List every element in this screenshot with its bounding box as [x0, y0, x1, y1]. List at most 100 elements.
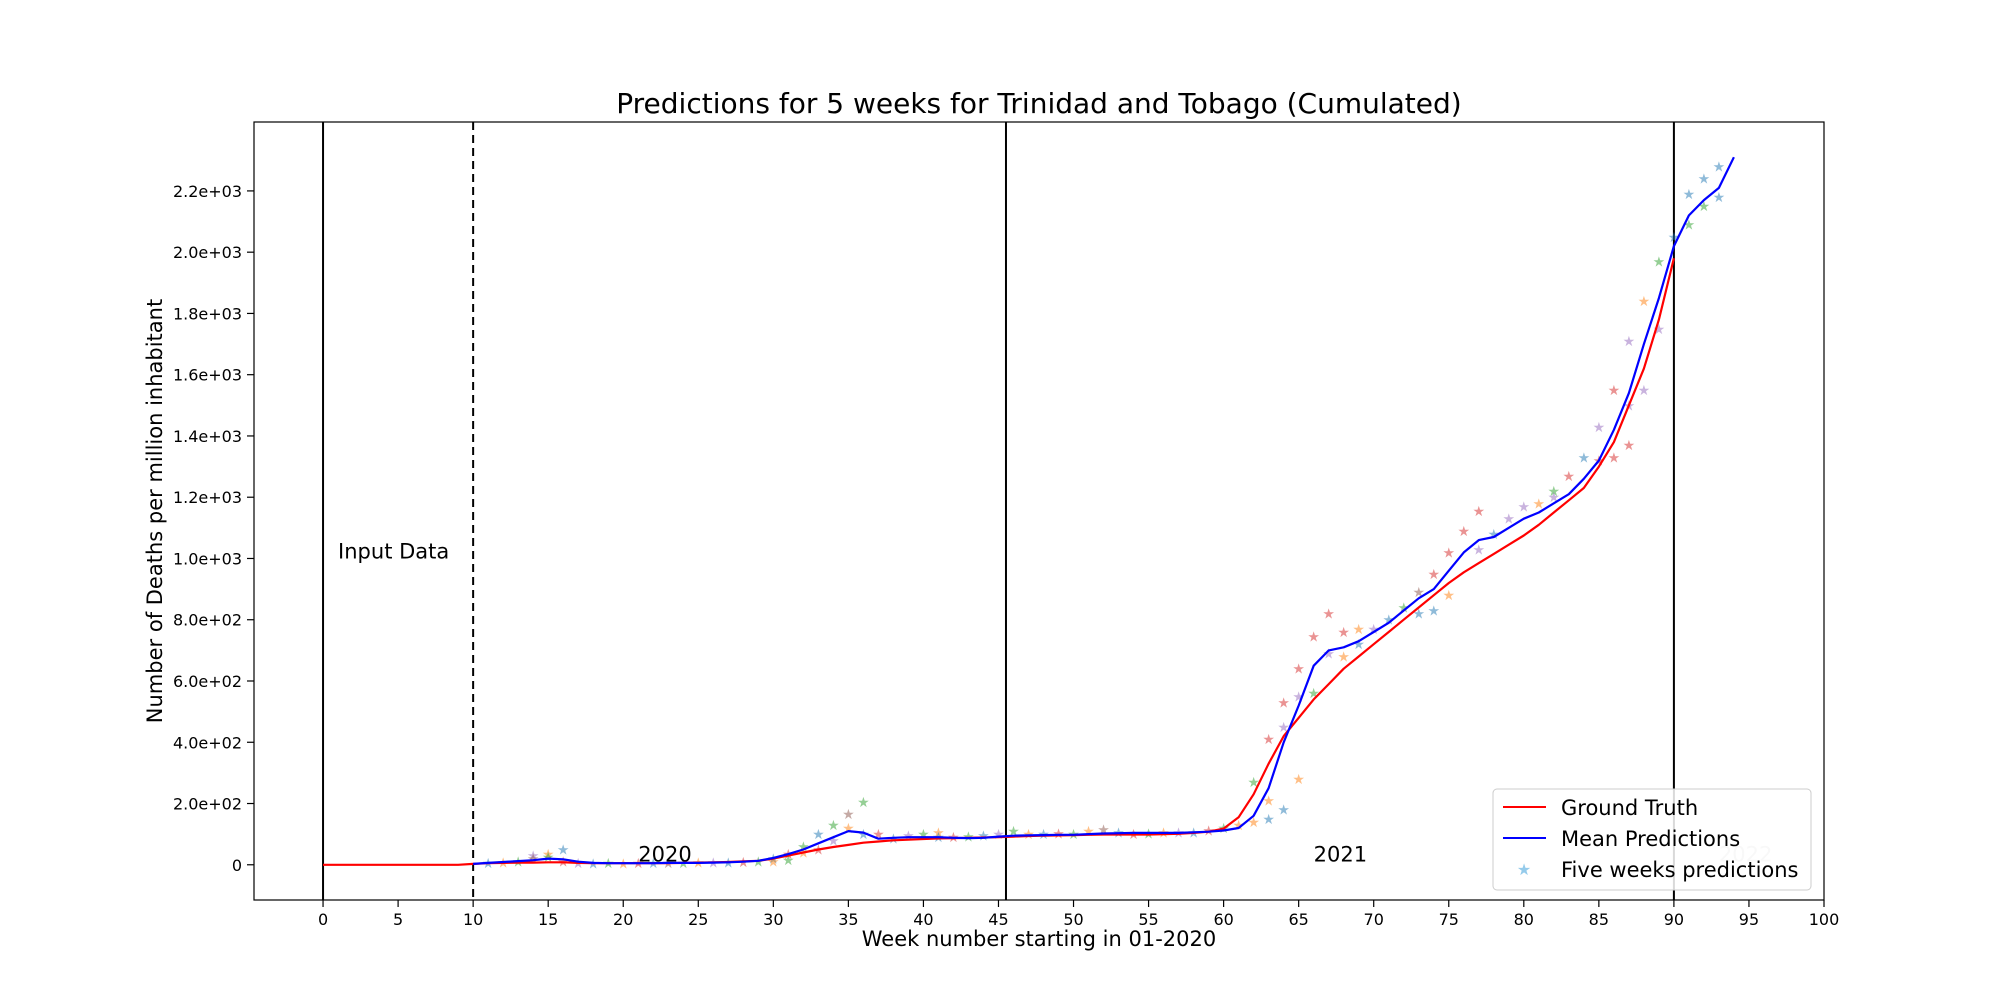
- y-tick-label: 0: [232, 856, 242, 875]
- y-tick-label: 1.4e+03: [173, 427, 242, 446]
- ground-truth-line: [323, 258, 1675, 866]
- five-weeks-prediction-point: ★: [842, 821, 855, 837]
- five-weeks-prediction-point: ★: [827, 818, 840, 834]
- plot-frame: [253, 121, 1825, 901]
- y-tick-label: 1.6e+03: [173, 366, 242, 385]
- y-tick-label: 8.0e+02: [173, 611, 242, 630]
- x-tick-label: 35: [838, 910, 858, 929]
- five-weeks-prediction-point: ★: [1412, 607, 1425, 623]
- five-weeks-prediction-point: ★: [827, 833, 840, 849]
- x-tick-label: 20: [613, 910, 633, 929]
- y-tick-label: 1.2e+03: [173, 488, 242, 507]
- five-weeks-prediction-point: ★: [1608, 450, 1621, 466]
- five-weeks-prediction-point: ★: [1292, 689, 1305, 705]
- x-axis-label: Week number starting in 01-2020: [862, 927, 1216, 951]
- five-weeks-prediction-point: ★: [1292, 772, 1305, 788]
- legend-ground-truth-label: Ground Truth: [1561, 796, 1698, 820]
- five-weeks-prediction-point: ★: [1442, 588, 1455, 604]
- y-axis-label: Number of Deaths per million inhabitant: [143, 299, 167, 723]
- five-weeks-prediction-point: ★: [1563, 469, 1576, 485]
- five-weeks-prediction-point: ★: [1713, 159, 1726, 175]
- x-tick-label: 30: [763, 910, 783, 929]
- x-tick-label: 65: [1288, 910, 1308, 929]
- five-weeks-prediction-point: ★: [1307, 630, 1320, 646]
- five-weeks-prediction-point: ★: [1533, 496, 1546, 512]
- five-weeks-prediction-point: ★: [1457, 524, 1470, 540]
- five-weeks-prediction-point: ★: [1472, 504, 1485, 520]
- five-weeks-prediction-point: ★: [1277, 803, 1290, 819]
- five-weeks-prediction-point: ★: [1608, 383, 1621, 399]
- five-weeks-prediction-point: ★: [1097, 823, 1110, 839]
- five-weeks-prediction-point: ★: [1337, 649, 1350, 665]
- five-weeks-prediction-point: ★: [1518, 499, 1531, 515]
- five-weeks-prediction-point: ★: [1352, 622, 1365, 638]
- x-tick-label: 60: [1213, 910, 1233, 929]
- five-weeks-prediction-point: ★: [1262, 793, 1275, 809]
- five-weeks-prediction-point: ★: [1638, 383, 1651, 399]
- five-weeks-prediction-point: ★: [1638, 294, 1651, 310]
- five-weeks-prediction-point: ★: [1472, 542, 1485, 558]
- five-weeks-prediction-point: ★: [1548, 484, 1561, 500]
- five-weeks-prediction-point: ★: [1247, 815, 1260, 831]
- chart-title: Predictions for 5 weeks for Trinidad and…: [616, 87, 1461, 120]
- five-weeks-prediction-point: ★: [617, 857, 630, 873]
- y-tick-label: 2.0e+03: [173, 243, 242, 262]
- five-weeks-prediction-point: ★: [842, 807, 855, 823]
- five-weeks-prediction-point: ★: [1352, 637, 1365, 653]
- five-weeks-prediction-point: ★: [917, 827, 930, 843]
- legend-mean-predictions-label: Mean Predictions: [1561, 827, 1740, 851]
- five-weeks-prediction-point: ★: [1593, 420, 1606, 436]
- y-tick-label: 6.0e+02: [173, 672, 242, 691]
- x-tick-label: 75: [1439, 910, 1459, 929]
- legend: Ground Truth Mean Predictions ★ Five wee…: [1492, 788, 1812, 891]
- five-weeks-prediction-point: ★: [1322, 607, 1335, 623]
- five-weeks-prediction-point: ★: [1232, 818, 1245, 834]
- five-weeks-prediction-point: ★: [1427, 567, 1440, 583]
- five-weeks-prediction-point: ★: [812, 827, 825, 843]
- x-tick-label: 85: [1589, 910, 1609, 929]
- x-tick-label: 95: [1739, 910, 1759, 929]
- five-weeks-prediction-point: ★: [1277, 695, 1290, 711]
- chart-annotation: 2021: [1314, 843, 1367, 867]
- five-weeks-prediction-point: ★: [1503, 512, 1516, 528]
- x-tick-label: 5: [393, 910, 403, 929]
- five-weeks-prediction-point: ★: [1262, 812, 1275, 828]
- x-tick-label: 10: [463, 910, 483, 929]
- five-weeks-prediction-point: ★: [752, 855, 765, 871]
- five-weeks-prediction-point: ★: [1427, 604, 1440, 620]
- five-weeks-prediction-point: ★: [1262, 732, 1275, 748]
- y-tick-label: 2.0e+02: [173, 795, 242, 814]
- x-axis: 0 5 10 15 20 25 30 35 40 45 50 55 60 65 70 75 80 85 90 95 10…: [318, 900, 1839, 929]
- y-axis: 0 2.0e+02 4.0e+02 6.0e+02 8.0e+02 1.0e+03 1.2e…: [173, 182, 254, 875]
- five-weeks-prediction-point: ★: [737, 855, 750, 871]
- legend-five-weeks-marker: ★: [1517, 860, 1531, 879]
- mean-predictions-line: [473, 156, 1735, 865]
- x-tick-label: 0: [318, 910, 328, 929]
- y-tick-label: 2.2e+03: [173, 182, 242, 201]
- x-tick-label: 45: [988, 910, 1008, 929]
- five-weeks-prediction-point: ★: [1713, 190, 1726, 206]
- five-weeks-prediction-point: ★: [1653, 322, 1666, 338]
- x-tick-label: 50: [1063, 910, 1083, 929]
- chart-annotation: Input Data: [338, 539, 449, 563]
- five-weeks-prediction-point: ★: [857, 827, 870, 843]
- five-weeks-prediction-point: ★: [1337, 625, 1350, 641]
- legend-five-weeks-label: Five weeks predictions: [1561, 858, 1799, 882]
- x-tick-label: 100: [1809, 910, 1840, 929]
- five-weeks-prediction-point: ★: [1623, 438, 1636, 454]
- five-weeks-prediction-point: ★: [587, 857, 600, 873]
- x-tick-label: 55: [1138, 910, 1158, 929]
- x-tick-label: 90: [1664, 910, 1684, 929]
- x-tick-label: 40: [913, 910, 933, 929]
- x-tick-label: 70: [1364, 910, 1384, 929]
- five-weeks-prediction-point: ★: [1082, 824, 1095, 840]
- five-weeks-prediction-point: ★: [1578, 450, 1591, 466]
- x-tick-label: 25: [688, 910, 708, 929]
- five-weeks-prediction-point: ★: [572, 856, 585, 872]
- five-weeks-prediction-point: ★: [1683, 187, 1696, 203]
- five-weeks-prediction-point: ★: [557, 842, 570, 858]
- x-tick-label: 80: [1514, 910, 1534, 929]
- five-weeks-prediction-point: ★: [1488, 527, 1501, 543]
- five-weeks-prediction-point: ★: [1292, 662, 1305, 678]
